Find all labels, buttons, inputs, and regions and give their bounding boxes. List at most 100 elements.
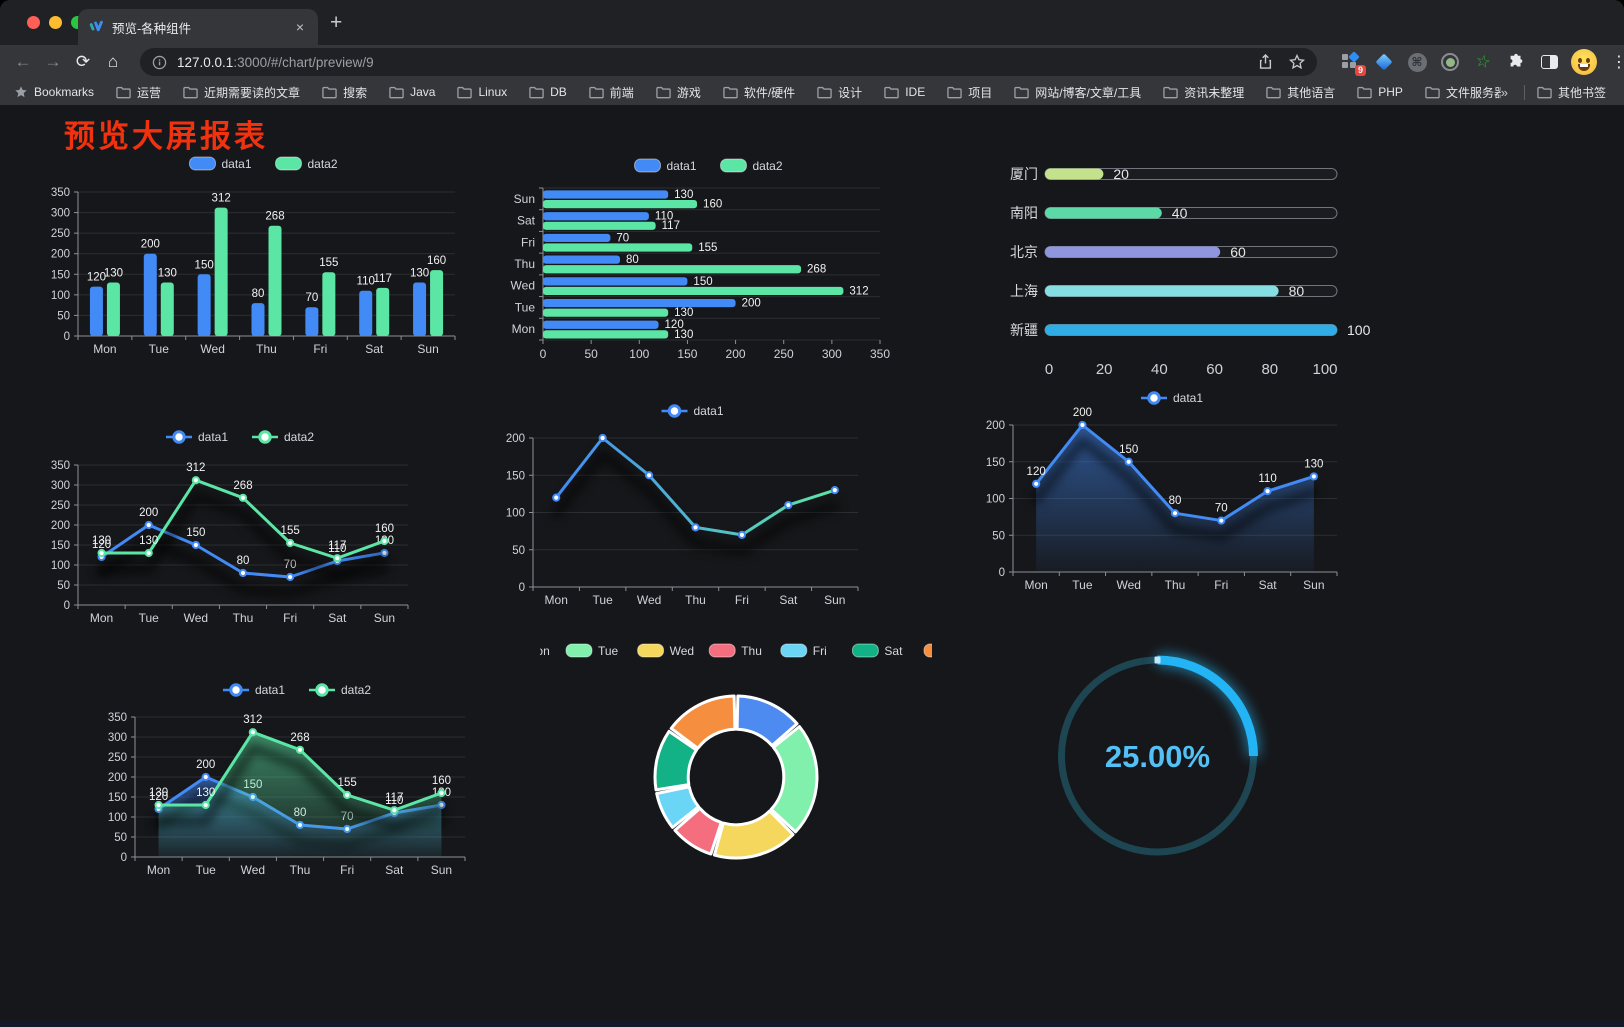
svg-text:南阳: 南阳 [1010,205,1038,221]
svg-text:130: 130 [104,268,123,280]
window-minimize-button[interactable] [49,16,62,29]
svg-text:200: 200 [726,347,746,361]
bookmark-folder[interactable]: 近期需要读的文章 [183,84,300,101]
reload-icon[interactable]: ⟳ [75,52,91,71]
home-icon[interactable]: ⌂ [107,52,119,71]
bookmark-star-icon[interactable] [1289,54,1305,70]
svg-text:Sat: Sat [884,644,903,658]
svg-text:Thu: Thu [233,611,254,625]
svg-text:155: 155 [319,257,338,269]
bookmark-folder[interactable]: PHP [1357,85,1403,99]
bookmark-folder[interactable]: Java [389,85,435,99]
bookmark-folder[interactable]: 设计 [817,84,862,101]
svg-text:50: 50 [992,530,1005,542]
svg-text:50: 50 [114,832,127,844]
other-bookmarks-folder[interactable]: 其他书签 [1537,84,1606,101]
chart-ring-progress[interactable]: 25.00% [1040,636,1275,876]
svg-text:150: 150 [986,457,1005,469]
gem-extension-icon[interactable] [1373,51,1395,73]
folder-icon [529,86,544,98]
chart-line-two-series[interactable]: data1 data2 0 50 100 150 200 250 300 350 Mon Tue Wed… [40,425,440,640]
svg-text:130: 130 [139,535,158,547]
bookmark-folder[interactable]: 软件/硬件 [723,84,795,101]
svg-text:20: 20 [1096,361,1113,378]
svg-text:data2: data2 [308,157,338,171]
chart-line-area-blue[interactable]: data1 0 50 100 150 200 Mon Tue Wed Thu Fri Sat Sun 12… [980,388,1380,603]
tab-close-icon[interactable]: × [295,19,304,35]
bookmark-folder-label: 运营 [137,85,162,100]
svg-text:Sun: Sun [824,593,845,607]
bookmarks-manager-item[interactable]: Bookmarks [14,85,94,99]
blocks-extension-icon[interactable]: 9 [1340,51,1366,76]
side-panel-icon[interactable] [1538,51,1560,73]
url-text[interactable]: 127.0.0.1:3000/#/chart/preview/9 [177,55,1242,70]
svg-text:150: 150 [195,259,214,271]
new-tab-button[interactable]: + [330,11,343,34]
bookmarks-divider [1523,84,1525,100]
svg-text:200: 200 [742,297,761,309]
browser-tab[interactable]: 预览-各种组件 × [78,9,318,45]
bookmark-folder[interactable]: 资讯未整理 [1163,84,1244,101]
chart-line-gradient[interactable]: data1 0 50 100 150 200 Mon Tue Wed Thu Fri Sat Sun [500,398,900,613]
svg-text:130: 130 [196,787,215,799]
chart-grouped-column[interactable]: data1 data2 0 50 100 150 200 250 300 350 Mon Tue Wed… [40,150,460,365]
star-extension-icon[interactable]: ☆ [1473,50,1493,73]
bookmarks-overflow-icon[interactable]: » [1500,84,1508,100]
browser-menu-icon[interactable]: ⋮ [1611,54,1624,71]
forward-icon[interactable]: → [44,52,62,71]
bookmark-folder[interactable]: 运营 [116,84,161,101]
svg-text:Thu: Thu [741,644,762,658]
back-icon[interactable]: ← [14,52,32,71]
bookmark-folder[interactable]: IDE [884,85,925,99]
svg-text:Mon: Mon [545,593,568,607]
folder-icon [1357,86,1372,98]
folder-icon [183,86,198,98]
bookmark-folder[interactable]: Linux [457,85,507,99]
site-info-icon[interactable] [152,55,167,70]
chart-grouped-bar-horizontal[interactable]: data1 data2 0 50 100 150 200 250 300 350 Mon 120 130… [500,152,900,368]
svg-text:117: 117 [328,540,346,552]
svg-text:data1: data1 [1173,391,1203,405]
svg-text:50: 50 [57,580,70,592]
site-favicon [89,20,103,32]
profile-avatar[interactable] [1571,49,1597,75]
bookmark-folder[interactable]: 文件服务器 [1425,84,1501,101]
svg-text:data1: data1 [222,157,252,171]
svg-text:250: 250 [108,752,127,764]
svg-text:150: 150 [186,527,205,539]
folder-icon [589,86,604,98]
svg-text:Sun: Sun [1303,578,1324,592]
share-icon[interactable] [1258,54,1273,70]
svg-text:130: 130 [149,787,168,799]
svg-text:Sun: Sun [417,342,438,356]
svg-text:300: 300 [51,480,70,492]
svg-text:100: 100 [1312,361,1337,378]
tab-title: 预览-各种组件 [112,21,192,36]
svg-text:Sat: Sat [385,863,404,877]
bookmark-folder[interactable]: 网站/博客/文章/工具 [1014,84,1141,101]
svg-text:40: 40 [1151,361,1168,378]
svg-text:Mon: Mon [147,863,170,877]
bookmark-folder[interactable]: 搜索 [322,84,367,101]
svg-text:Sat: Sat [328,611,347,625]
svg-text:Tue: Tue [593,593,614,607]
bookmark-folder[interactable]: 游戏 [656,84,701,101]
svg-text:100: 100 [506,508,525,520]
page-content: 预览大屏报表 data1 data2 0 50 100 150 200 250 300 350 Mo… [0,105,1624,1027]
bookmark-folder[interactable]: 前端 [589,84,634,101]
bookmark-folder[interactable]: DB [529,85,567,99]
bookmark-folder[interactable]: 项目 [947,84,992,101]
bookmark-folder[interactable]: 其他语言 [1266,84,1335,101]
recorder-extension-icon[interactable] [1439,51,1461,73]
url-path: :3000/#/chart/preview/9 [233,54,374,70]
address-bar[interactable]: 127.0.0.1:3000/#/chart/preview/9 [140,48,1317,76]
folder-icon [116,86,131,98]
svg-text:50: 50 [57,310,70,322]
command-extension-icon[interactable]: ⌘ [1406,51,1428,73]
svg-text:250: 250 [51,228,70,240]
extensions-puzzle-icon[interactable] [1505,51,1527,73]
window-close-button[interactable] [27,16,40,29]
chart-progress-bars[interactable]: 厦门 20 南阳 40 北京 60 上海 80 新疆 100 0 20 40 60 80 100 [990,158,1382,388]
chart-area-two-series[interactable]: data1 data2 0 50 100 150 200 250 300 350 Mon Tue Wed… [100,675,500,893]
